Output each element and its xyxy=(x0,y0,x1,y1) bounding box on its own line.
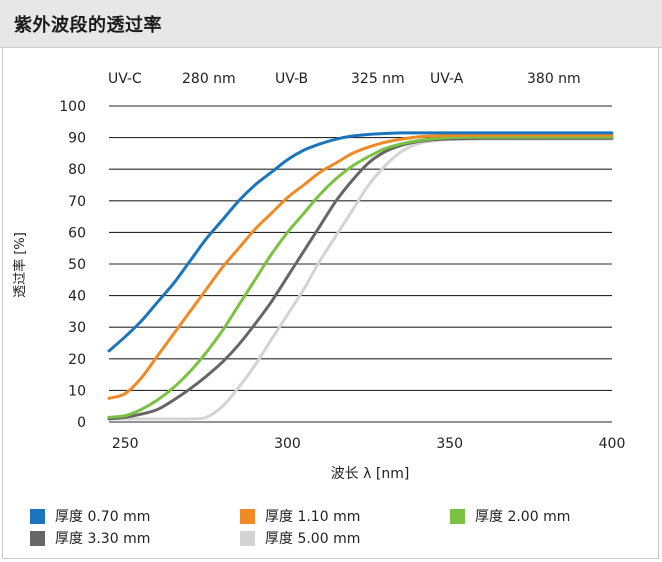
y-tick-labels: 0 10 20 30 40 50 60 70 80 90 100 xyxy=(59,99,86,431)
legend-item: 厚度 1.10 mm xyxy=(240,507,360,525)
band-label: UV-B xyxy=(275,71,308,87)
legend-swatch xyxy=(240,530,255,546)
transmission-chart: UV-C 280 nm UV-B 325 nm UV-A 380 nm 0 10 20 30 40… xyxy=(12,71,626,482)
x-tick-labels: 250 300 350 400 xyxy=(112,436,626,452)
y-tick-label: 0 xyxy=(77,415,86,431)
x-tick-label: 400 xyxy=(599,436,626,452)
x-tick-label: 350 xyxy=(436,436,463,452)
header-bar: 紫外波段的透过率 xyxy=(0,0,662,48)
series-line-2 xyxy=(107,133,614,400)
band-label: 325 nm xyxy=(351,71,405,87)
y-tick-label: 30 xyxy=(68,320,86,336)
series-line-1 xyxy=(107,131,614,353)
y-tick-label: 90 xyxy=(68,131,86,147)
y-tick-label: 50 xyxy=(68,257,86,273)
y-tick-label: 80 xyxy=(68,162,86,178)
legend-item: 厚度 2.00 mm xyxy=(450,507,570,525)
chart-frame xyxy=(2,48,659,559)
y-tick-label: 40 xyxy=(68,289,86,305)
y-tick-label: 20 xyxy=(68,352,86,368)
y-tick-label: 100 xyxy=(59,99,86,115)
series-line-3 xyxy=(107,135,614,419)
legend-swatch xyxy=(450,508,465,524)
legend-label: 厚度 3.30 mm xyxy=(55,531,151,547)
legend-label: 厚度 1.10 mm xyxy=(265,509,361,525)
y-tick-label: 70 xyxy=(68,194,86,210)
series-lines xyxy=(107,131,614,421)
gridlines xyxy=(109,105,612,423)
y-tick-label: 60 xyxy=(68,225,86,241)
legend-swatch xyxy=(30,508,45,524)
band-label: UV-C xyxy=(108,71,142,87)
band-label: 280 nm xyxy=(182,71,236,87)
legend-label: 厚度 2.00 mm xyxy=(475,509,571,525)
legend-swatch xyxy=(240,508,255,524)
legend: 厚度 0.70 mm 厚度 1.10 mm 厚度 2.00 mm 厚度 3.30 mm… xyxy=(30,507,650,551)
legend-label: 厚度 5.00 mm xyxy=(265,531,361,547)
y-tick-label: 10 xyxy=(68,383,86,399)
legend-item: 厚度 5.00 mm xyxy=(240,529,360,547)
legend-item: 厚度 3.30 mm xyxy=(30,529,150,547)
band-label: UV-A xyxy=(430,71,464,87)
x-axis-label: 波长 λ [nm] xyxy=(331,466,410,482)
legend-label: 厚度 0.70 mm xyxy=(55,509,151,525)
chart-title: 紫外波段的透过率 xyxy=(14,15,162,36)
y-axis-label: 透过率 [%] xyxy=(12,232,28,298)
legend-item: 厚度 0.70 mm xyxy=(30,507,150,525)
x-tick-label: 250 xyxy=(112,436,139,452)
band-label: 380 nm xyxy=(527,71,581,87)
x-tick-label: 300 xyxy=(274,436,301,452)
legend-swatch xyxy=(30,530,45,546)
band-labels: UV-C 280 nm UV-B 325 nm UV-A 380 nm xyxy=(108,71,581,87)
